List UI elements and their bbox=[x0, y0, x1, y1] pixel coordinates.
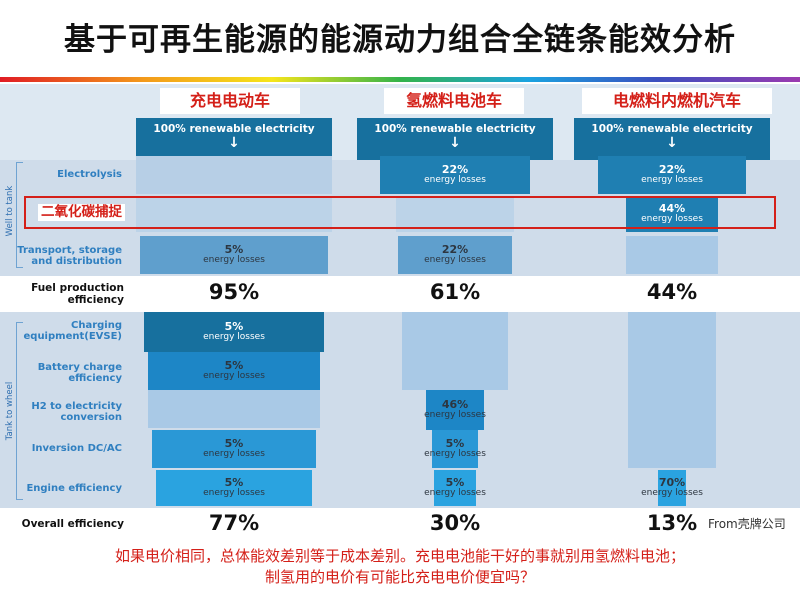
loss-caption: energy losses bbox=[203, 371, 265, 381]
fcev-charging-step bbox=[402, 312, 508, 352]
efuel-fuel-efficiency: 44% bbox=[646, 280, 698, 304]
vehicle-header-efuel: 电燃料内燃机汽车 bbox=[582, 88, 772, 114]
ev-input-label: 100% renewable electricity bbox=[153, 123, 315, 135]
loss-caption: energy losses bbox=[203, 449, 265, 459]
down-arrow-icon: ↓ bbox=[449, 135, 461, 151]
upstream-bracket bbox=[16, 162, 23, 268]
ev-transport-loss: 5% bbox=[224, 243, 244, 256]
fcev-transport-loss: 22% bbox=[441, 243, 469, 256]
efuel-engine-step: 70% energy losses bbox=[641, 470, 703, 506]
row-label-battery: Battery charge efficiency bbox=[37, 362, 122, 384]
ev-co2-step bbox=[136, 196, 332, 232]
efuel-engine-loss: 70% bbox=[658, 476, 686, 489]
ev-charging-step: 5% energy losses bbox=[144, 312, 324, 352]
row-label-fuel-efficiency: Fuel production efficiency bbox=[31, 282, 124, 306]
fcev-engine-loss: 5% bbox=[445, 476, 465, 489]
loss-caption: energy losses bbox=[424, 410, 486, 420]
ev-fuel-efficiency: 95% bbox=[208, 280, 260, 304]
loss-caption: energy losses bbox=[203, 488, 265, 498]
efuel-h2-step bbox=[628, 390, 716, 430]
ev-h2-step bbox=[148, 390, 320, 428]
ev-engine-step: 5% energy losses bbox=[156, 470, 312, 506]
row-label-transport: Transport, storage and distribution bbox=[17, 245, 122, 267]
down-arrow-icon: ↓ bbox=[666, 135, 678, 151]
row-label-h2-conversion: H2 to electricity conversion bbox=[31, 401, 122, 423]
downstream-bracket bbox=[16, 322, 23, 500]
loss-caption: energy losses bbox=[641, 488, 703, 498]
loss-caption: energy losses bbox=[203, 332, 265, 342]
ev-inversion-step: 5% energy losses bbox=[152, 430, 316, 468]
efuel-overall-efficiency: 13% bbox=[646, 511, 698, 535]
loss-caption: energy losses bbox=[641, 214, 703, 224]
loss-caption: energy losses bbox=[203, 255, 265, 265]
fcev-inversion-loss: 5% bbox=[445, 437, 465, 450]
efuel-transport-step bbox=[626, 236, 718, 274]
co2-capture-highlight bbox=[24, 196, 776, 229]
vehicle-header-fcev: 氢燃料电池车 bbox=[384, 88, 524, 114]
caption-line-1: 如果电价相同，总体能效差别等于成本差别。充电电池能干好的事就别用氢燃料电池； bbox=[114, 547, 685, 565]
source-credit: From壳牌公司 bbox=[708, 515, 786, 532]
caption-line-2: 制氢用的电价有可能比充电电价便宜吗？ bbox=[264, 568, 535, 586]
ev-transport-step: 5% energy losses bbox=[140, 236, 328, 274]
fcev-input-box: 100% renewable electricity ↓ bbox=[357, 118, 553, 160]
fcev-electrolysis-step: 22% energy losses bbox=[380, 156, 530, 194]
page-title: 基于可再生能源的能源动力组合全链条能效分析 bbox=[64, 22, 736, 58]
ev-battery-loss: 5% bbox=[224, 359, 244, 372]
efuel-co2-loss: 44% bbox=[658, 202, 686, 215]
fcev-electrolysis-loss: 22% bbox=[441, 163, 469, 176]
loss-caption: energy losses bbox=[424, 449, 486, 459]
loss-caption: energy losses bbox=[641, 175, 703, 185]
ev-battery-step: 5% energy losses bbox=[148, 352, 320, 390]
efuel-electrolysis-loss: 22% bbox=[658, 163, 686, 176]
ev-inversion-loss: 5% bbox=[224, 437, 244, 450]
ev-input-box: 100% renewable electricity ↓ bbox=[136, 118, 332, 160]
co2-capture-label: 二氧化碳捕捉 bbox=[38, 204, 125, 221]
fcev-engine-step: 5% energy losses bbox=[424, 470, 486, 506]
efuel-battery-step bbox=[628, 352, 716, 390]
row-label-inversion: Inversion DC/AC bbox=[31, 443, 122, 454]
overall-efficiency-band bbox=[0, 508, 800, 540]
vehicle-header-ev: 充电电动车 bbox=[160, 88, 300, 114]
efuel-electrolysis-step: 22% energy losses bbox=[598, 156, 746, 194]
down-arrow-icon: ↓ bbox=[228, 135, 240, 151]
efuel-co2-step: 44% energy losses bbox=[626, 196, 718, 232]
row-label-charging: Charging equipment(EVSE) bbox=[23, 320, 123, 342]
title-underline bbox=[0, 77, 800, 82]
fcev-transport-step: 22% energy losses bbox=[398, 236, 512, 274]
fcev-h2-loss: 46% bbox=[441, 398, 469, 411]
efuel-charging-step bbox=[628, 312, 716, 352]
ev-engine-loss: 5% bbox=[224, 476, 244, 489]
loss-caption: energy losses bbox=[424, 255, 486, 265]
fcev-battery-step bbox=[402, 352, 508, 390]
fcev-h2-step: 46% energy losses bbox=[424, 390, 486, 430]
ev-electrolysis-step bbox=[136, 156, 332, 194]
row-label-engine: Engine efficiency bbox=[26, 483, 122, 494]
fcev-fuel-efficiency: 61% bbox=[429, 280, 481, 304]
efuel-input-label: 100% renewable electricity bbox=[591, 123, 753, 135]
row-label-electrolysis: Electrolysis bbox=[57, 169, 122, 180]
efuel-inversion-step bbox=[628, 430, 716, 468]
ev-charging-loss: 5% bbox=[224, 320, 244, 333]
fcev-inversion-step: 5% energy losses bbox=[424, 430, 486, 468]
loss-caption: energy losses bbox=[424, 488, 486, 498]
efuel-input-box: 100% renewable electricity ↓ bbox=[574, 118, 770, 160]
fuel-efficiency-band bbox=[0, 276, 800, 312]
fcev-input-label: 100% renewable electricity bbox=[374, 123, 536, 135]
fcev-overall-efficiency: 30% bbox=[429, 511, 481, 535]
ev-overall-efficiency: 77% bbox=[208, 511, 260, 535]
loss-caption: energy losses bbox=[424, 175, 486, 185]
row-label-overall: Overall efficiency bbox=[21, 518, 124, 530]
fcev-co2-step bbox=[396, 196, 514, 232]
